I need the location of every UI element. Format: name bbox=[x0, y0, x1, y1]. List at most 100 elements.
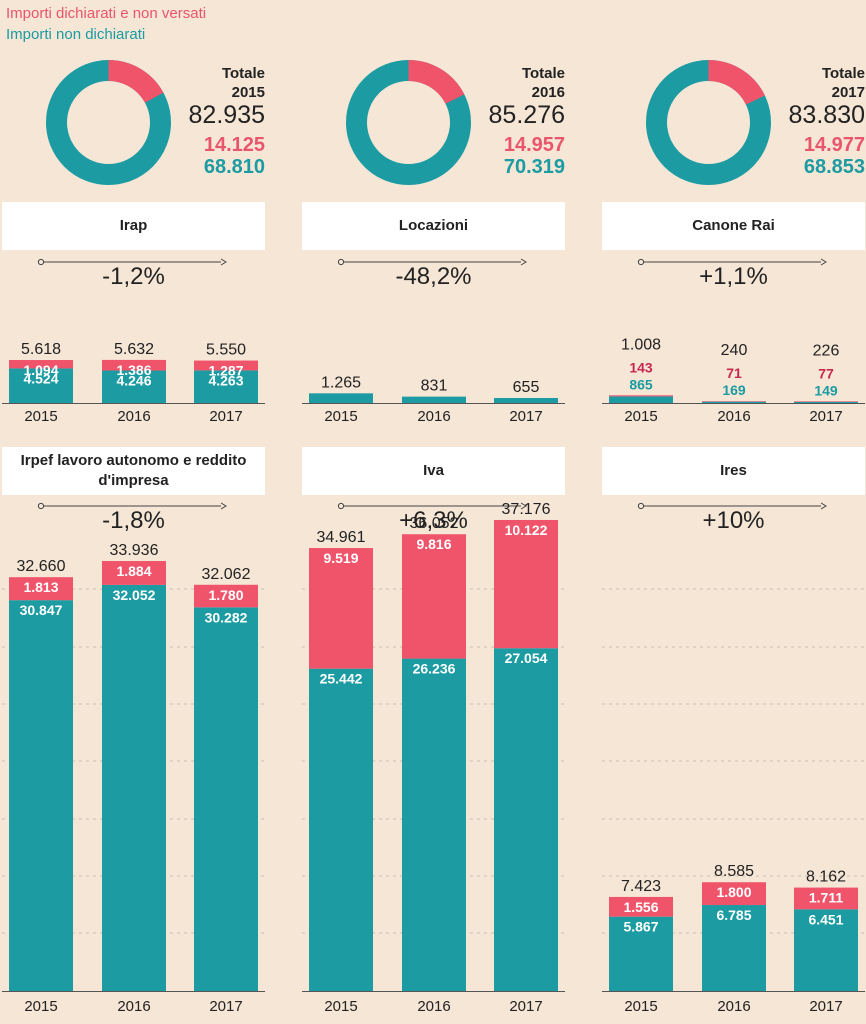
total-label-2016: Totale bbox=[521, 65, 565, 82]
year-label-2015: 2015 bbox=[24, 998, 57, 1015]
trend-arrow-locazioni bbox=[337, 258, 527, 266]
bar-label-total: 34.961 bbox=[317, 529, 366, 546]
bar-label-total: 240 bbox=[721, 342, 748, 359]
bar-label-teal: 32.052 bbox=[113, 587, 156, 603]
bar-teal-2017 bbox=[194, 607, 258, 991]
bar-teal-2016 bbox=[102, 370, 166, 403]
panel-title-ires: Ires bbox=[602, 447, 865, 495]
pct-change-ires: +10% bbox=[702, 507, 765, 534]
total-red-2015: 14.125 bbox=[203, 134, 265, 156]
panel-title-canone-rai: Canone Rai bbox=[602, 202, 865, 250]
bar-label-teal: 865 bbox=[629, 376, 653, 392]
trend-arrow-irpef bbox=[37, 502, 227, 510]
bar-red-2016 bbox=[102, 359, 166, 371]
bar-red-2016 bbox=[702, 882, 766, 906]
panel-title-irap: Irap bbox=[2, 202, 265, 250]
bar-label-teal: 149 bbox=[814, 382, 838, 398]
bar-red-2015 bbox=[9, 360, 73, 369]
bar-teal-2016 bbox=[102, 584, 166, 991]
bar-teal-2017 bbox=[494, 397, 558, 403]
total-red-2016: 14.957 bbox=[503, 134, 565, 156]
total-year-2015: 2015 bbox=[231, 84, 265, 101]
bar-label-teal: 30.282 bbox=[205, 609, 248, 625]
year-label-2017: 2017 bbox=[209, 408, 242, 425]
panel-title-irpef: Irpef lavoro autonomo e reddito d'impres… bbox=[2, 447, 265, 495]
bar-teal-2015 bbox=[9, 368, 73, 403]
total-year-2017: 2017 bbox=[831, 84, 865, 101]
total-value-2015: 82.935 bbox=[188, 101, 265, 129]
donut-red-segment bbox=[646, 60, 771, 185]
bar-label-total: 5.618 bbox=[21, 341, 61, 358]
bar-chart-ires: 5.867 1.556 7.423 2015 6.785 1.800 8.585 2016 6.… bbox=[602, 588, 865, 1015]
donut-2015 bbox=[46, 60, 171, 185]
bar-chart-irpef: 30.847 1.813 32.660 2015 32.052 1.884 33.936 20… bbox=[2, 542, 265, 1015]
donut-2016 bbox=[346, 60, 471, 185]
bar-label-red: 71 bbox=[726, 365, 742, 381]
total-teal-2016: 70.319 bbox=[503, 156, 565, 178]
bar-red-2017 bbox=[194, 360, 258, 371]
legend-red-label: Importi dichiarati e non versati bbox=[6, 5, 207, 22]
bar-teal-2016 bbox=[402, 658, 466, 991]
bar-label-red: 143 bbox=[629, 359, 653, 375]
bar-label-red: 1.780 bbox=[208, 587, 243, 603]
trend-arrow-ires bbox=[637, 502, 827, 510]
bar-red-2016 bbox=[702, 401, 766, 402]
bar-label-red: 1.711 bbox=[809, 890, 843, 906]
bar-label-total: 5.550 bbox=[206, 342, 246, 359]
pct-change-irpef: -1,8% bbox=[102, 507, 165, 534]
pct-change-locazioni: -48,2% bbox=[395, 263, 472, 290]
bar-teal-2015 bbox=[9, 600, 73, 991]
bar-teal-2015 bbox=[309, 393, 373, 403]
bar-label-teal: 25.442 bbox=[320, 671, 363, 687]
pct-change-canone-rai: +1,1% bbox=[699, 263, 768, 290]
bar-label-total: 7.423 bbox=[621, 878, 661, 895]
bar-label-red: 1.287 bbox=[208, 363, 243, 379]
bar-label-total: 226 bbox=[813, 342, 840, 359]
bar-red-2015 bbox=[609, 395, 673, 397]
bar-teal-2017 bbox=[794, 401, 858, 403]
bar-red-2017 bbox=[194, 584, 258, 608]
bar-teal-2016 bbox=[702, 401, 766, 403]
year-label-2016: 2016 bbox=[117, 998, 150, 1015]
trend-arrow-iva bbox=[337, 502, 527, 510]
bar-chart-locazioni: 1.265 2015 831 2016 655 2017 bbox=[302, 374, 565, 425]
bar-teal-2015 bbox=[609, 396, 673, 403]
total-red-2017: 14.977 bbox=[803, 134, 865, 156]
bar-label-total: 37.176 bbox=[502, 501, 551, 518]
bar-red-2015 bbox=[9, 577, 73, 601]
bar-red-2017 bbox=[794, 887, 858, 910]
bar-label-red: 77 bbox=[818, 365, 834, 381]
bar-label-teal: 30.847 bbox=[20, 602, 63, 618]
year-label-2016: 2016 bbox=[117, 408, 150, 425]
bar-label-red: 1.813 bbox=[23, 579, 58, 595]
year-label-2016: 2016 bbox=[417, 998, 450, 1015]
total-teal-2015: 68.810 bbox=[203, 156, 265, 178]
bar-label-red: 1.094 bbox=[23, 362, 58, 378]
year-label-2015: 2015 bbox=[624, 998, 657, 1015]
year-label-2015: 2015 bbox=[24, 408, 57, 425]
year-label-2015: 2015 bbox=[324, 408, 357, 425]
bar-label-total: 5.632 bbox=[114, 341, 154, 358]
donut-red-segment bbox=[346, 60, 471, 185]
bar-label-teal: 6.451 bbox=[808, 911, 843, 927]
bar-label-total: 831 bbox=[421, 378, 448, 395]
bar-label-red: 9.816 bbox=[416, 536, 451, 552]
bar-label-total: 1.265 bbox=[321, 374, 361, 391]
bar-label-teal: 26.236 bbox=[413, 661, 456, 677]
bar-red-2016 bbox=[402, 534, 466, 659]
bar-label-teal: 6.785 bbox=[716, 907, 751, 923]
bar-teal-2017 bbox=[194, 370, 258, 403]
trend-arrow-irap bbox=[37, 258, 227, 266]
bar-label-total: 655 bbox=[513, 379, 540, 396]
pct-change-irap: -1,2% bbox=[102, 263, 165, 290]
bar-red-2017 bbox=[494, 519, 558, 649]
bar-chart-iva: 25.442 9.519 34.961 2015 26.236 9.816 36.052 20… bbox=[302, 501, 565, 1015]
total-value-2016: 85.276 bbox=[488, 101, 565, 129]
bar-red-2017 bbox=[794, 401, 858, 402]
bar-label-total: 32.660 bbox=[17, 558, 66, 575]
year-label-2017: 2017 bbox=[209, 998, 242, 1015]
bar-label-teal: 27.054 bbox=[505, 650, 548, 666]
trend-arrow-canone-rai bbox=[637, 258, 827, 266]
